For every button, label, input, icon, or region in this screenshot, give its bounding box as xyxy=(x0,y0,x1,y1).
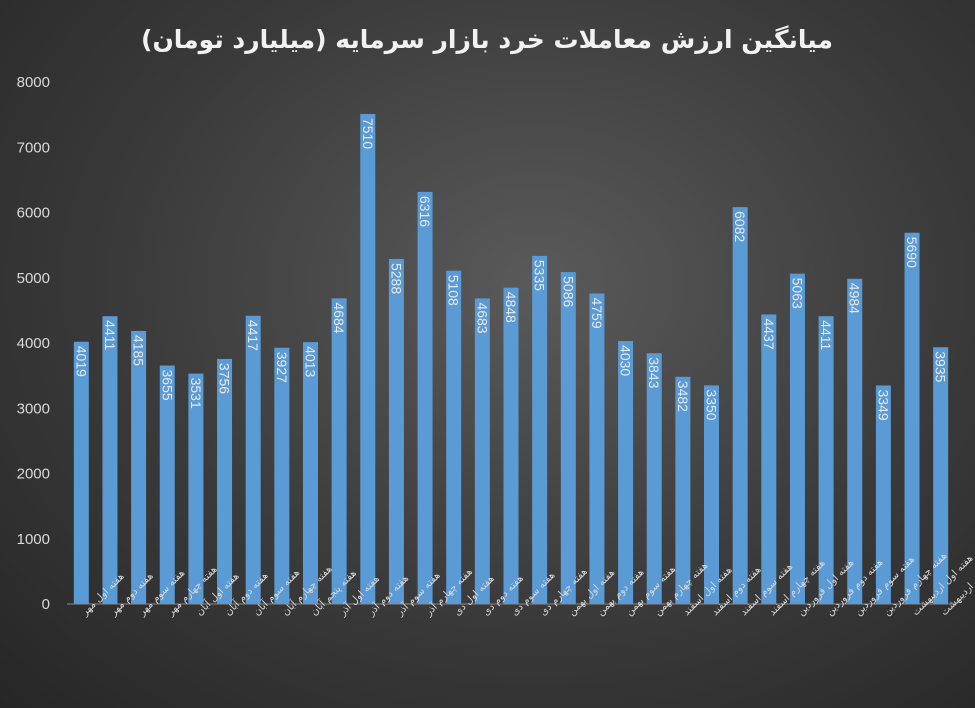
bar xyxy=(388,258,404,604)
data-label: 4030 xyxy=(618,345,634,376)
bar xyxy=(675,376,691,604)
data-label: 5690 xyxy=(904,237,920,268)
data-label: 5063 xyxy=(789,278,805,309)
bar xyxy=(131,330,147,604)
bar xyxy=(159,365,175,604)
y-tick-label: 0 xyxy=(42,596,50,613)
data-label: 4683 xyxy=(474,302,490,333)
bar xyxy=(646,353,662,604)
bar xyxy=(589,293,605,604)
data-label: 5335 xyxy=(532,260,548,291)
data-label: 5108 xyxy=(446,275,462,306)
data-label: 3531 xyxy=(188,378,204,409)
y-tick-label: 3000 xyxy=(17,400,50,417)
bar xyxy=(732,207,748,604)
bar xyxy=(217,358,233,604)
data-label: 3756 xyxy=(217,363,233,394)
data-label: 7510 xyxy=(360,118,376,149)
data-label: 3935 xyxy=(933,351,949,382)
bar xyxy=(532,255,548,605)
bar xyxy=(933,347,949,604)
data-label: 4417 xyxy=(245,320,261,351)
y-tick-label: 4000 xyxy=(17,335,50,352)
data-label: 3843 xyxy=(646,357,662,388)
data-label: 4759 xyxy=(589,297,605,328)
bar xyxy=(618,341,634,604)
bar xyxy=(360,113,376,604)
data-label: 4411 xyxy=(102,320,118,350)
bar xyxy=(73,341,89,604)
y-axis: 0 1000 2000 3000 4000 5000 6000 7000 8000 xyxy=(17,74,50,613)
bar xyxy=(245,315,261,604)
bars: 4019 4411 4185 3655 3531 3756 4417 3927 4013 4684… xyxy=(73,113,949,605)
y-tick-label: 7000 xyxy=(17,139,50,156)
bar xyxy=(446,270,462,604)
data-label: 3482 xyxy=(675,381,691,412)
bar xyxy=(503,287,519,604)
data-label: 4437 xyxy=(761,318,777,349)
data-label: 3350 xyxy=(704,389,720,420)
data-label: 3349 xyxy=(875,389,891,420)
y-tick-label: 2000 xyxy=(17,466,50,483)
data-label: 3927 xyxy=(274,352,290,383)
data-label: 4411 xyxy=(818,320,834,350)
bar xyxy=(331,298,347,604)
bar xyxy=(274,347,290,604)
bar xyxy=(102,316,118,604)
bar xyxy=(302,342,318,604)
y-tick-label: 6000 xyxy=(17,205,50,222)
data-label: 4984 xyxy=(847,283,863,314)
bar xyxy=(904,232,920,605)
bar xyxy=(560,272,576,604)
data-label: 5086 xyxy=(560,276,576,307)
bar xyxy=(704,385,720,604)
data-label: 3655 xyxy=(159,370,175,401)
bar xyxy=(761,314,777,604)
bar xyxy=(875,385,891,604)
data-label: 4684 xyxy=(331,302,347,333)
y-tick-label: 1000 xyxy=(17,531,50,548)
data-label: 6316 xyxy=(417,196,433,227)
data-label: 4185 xyxy=(131,335,147,366)
data-label: 4013 xyxy=(302,346,318,377)
data-label: 6082 xyxy=(732,211,748,242)
bar xyxy=(417,191,433,605)
y-tick-label: 5000 xyxy=(17,270,50,287)
data-label: 4019 xyxy=(73,346,89,377)
chart-title: میانگین ارزش معاملات خرد بازار سرمایه (م… xyxy=(141,25,833,55)
bar xyxy=(474,298,490,604)
data-label: 5288 xyxy=(388,263,404,294)
data-label: 4848 xyxy=(503,292,519,323)
y-tick-label: 8000 xyxy=(17,74,50,91)
bar xyxy=(818,316,834,604)
bar xyxy=(789,273,805,604)
bar xyxy=(847,278,863,604)
bar xyxy=(188,373,204,604)
